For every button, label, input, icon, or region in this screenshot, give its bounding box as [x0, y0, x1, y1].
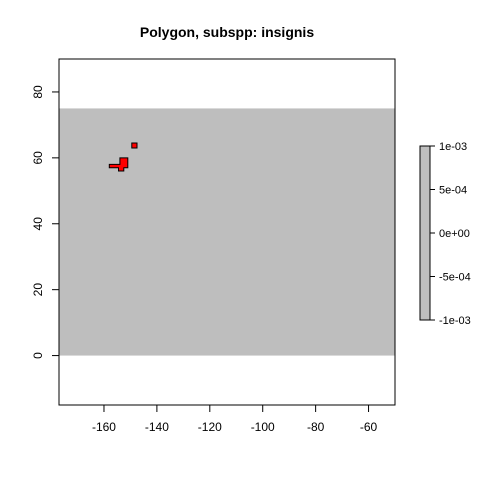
legend-tick-label: 0e+00 [439, 228, 470, 240]
x-tick-label: -120 [198, 420, 222, 434]
raster-cells [59, 108, 395, 356]
x-tick-label: -80 [307, 420, 325, 434]
axes: -160 -140 -120 -100 -80 -60 0 20 40 60 80 [31, 58, 396, 434]
x-tick-label: -100 [251, 420, 275, 434]
plot-area [59, 108, 395, 356]
range-polygon-2 [131, 142, 138, 149]
y-tick-label: 60 [31, 151, 45, 165]
y-tick-label: 80 [31, 85, 45, 99]
x-tick-label: -60 [360, 420, 378, 434]
y-tick-label: 40 [31, 217, 45, 231]
legend-color-bar [419, 145, 431, 321]
legend-tick-label: 1e-03 [439, 141, 467, 153]
x-tick-label: -140 [145, 420, 169, 434]
legend: 1e-03 5e-04 0e+00 -5e-04 -1e-03 [419, 141, 471, 327]
legend-tick-label: 5e-04 [439, 185, 467, 197]
x-tick-label: -160 [92, 420, 116, 434]
y-tick-label: 20 [31, 283, 45, 297]
y-tick-label: 0 [31, 352, 45, 359]
chart-title: Polygon, subspp: insignis [140, 24, 314, 40]
range-polygon-1 [108, 157, 129, 172]
legend-tick-label: -5e-04 [439, 272, 471, 284]
legend-tick-label: -1e-03 [439, 315, 471, 327]
